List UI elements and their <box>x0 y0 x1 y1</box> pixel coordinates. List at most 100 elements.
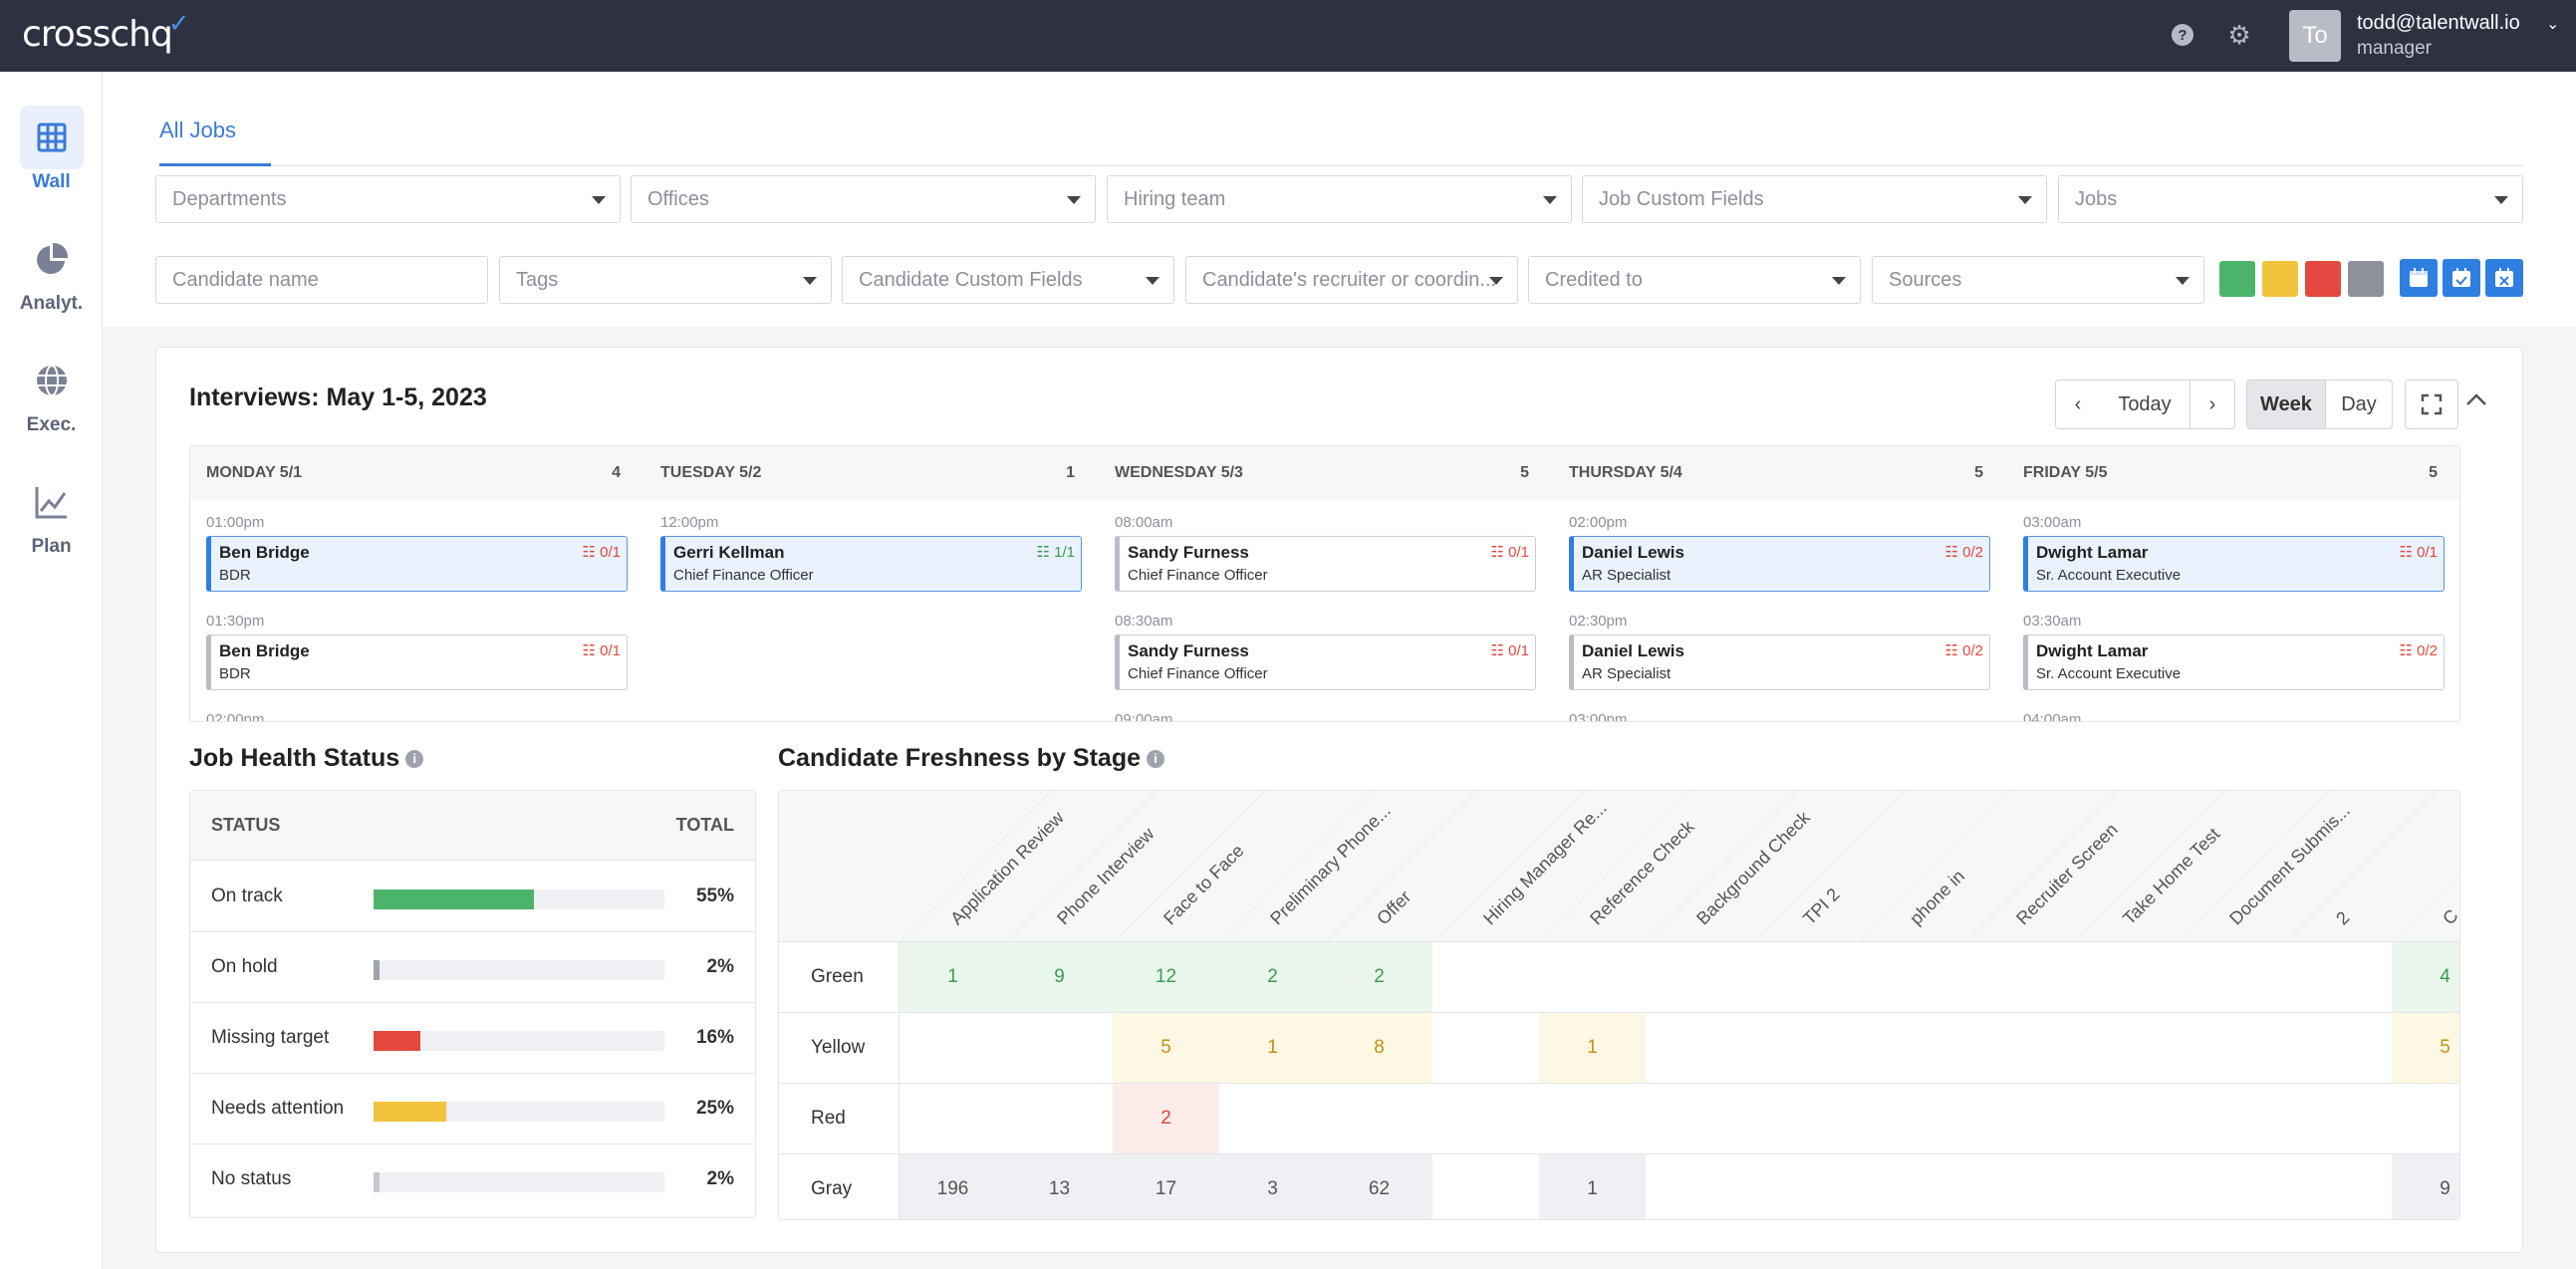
line-chart-icon <box>20 470 84 534</box>
freshness-cell[interactable]: 3 <box>1219 1154 1326 1219</box>
tags-select[interactable]: Tags <box>499 256 832 304</box>
week-view-button[interactable]: Week <box>2246 380 2326 429</box>
interview-event[interactable]: Ben Bridge BDR ☷ 0/1 <box>206 634 628 690</box>
info-icon[interactable]: i <box>1147 750 1165 769</box>
interview-event[interactable]: Dwight Lamar Sr. Account Executive ☷ 0/2 <box>2023 634 2445 690</box>
prev-week-button[interactable]: ‹ <box>2055 380 2101 429</box>
freshness-cell <box>900 1084 1006 1153</box>
nav-item-analytics[interactable]: Analyt. <box>0 227 103 315</box>
freshness-cell[interactable]: 5 <box>1113 1013 1219 1083</box>
checklist-icon: ☷ <box>2399 642 2418 659</box>
status-green-toggle[interactable] <box>2219 261 2255 297</box>
crosschq-logo[interactable]: crosschq✓ <box>22 9 190 55</box>
interview-event[interactable]: Ben Bridge BDR ☷ 0/1 <box>206 536 628 592</box>
health-status-label: On hold <box>211 956 278 977</box>
freshness-cell[interactable]: 1 <box>1219 1013 1326 1083</box>
chevron-down-icon[interactable]: ⌄ <box>2546 16 2560 33</box>
freshness-cell[interactable]: 196 <box>900 1154 1006 1219</box>
freshness-cell[interactable]: 12 <box>1113 942 1219 1012</box>
freshness-row: Yellow 5 1 8 1 5 <box>779 1013 2459 1084</box>
help-icon[interactable]: ? <box>2172 24 2193 46</box>
health-row[interactable]: On hold 2% <box>190 932 755 1003</box>
status-red-toggle[interactable] <box>2305 261 2341 297</box>
user-email[interactable]: todd@talentwall.io <box>2357 12 2520 34</box>
freshness-cell[interactable]: 1 <box>1539 1154 1646 1219</box>
freshness-cell[interactable]: 2 <box>1219 942 1326 1012</box>
freshness-cell[interactable]: 9 <box>2392 1154 2459 1219</box>
sources-select[interactable]: Sources <box>1872 256 2204 304</box>
nav-item-plan[interactable]: Plan <box>0 470 103 558</box>
jobs-select[interactable]: Jobs <box>2058 175 2523 223</box>
table-header: STATUS TOTAL <box>190 791 755 861</box>
credited-to-select[interactable]: Credited to <box>1528 256 1861 304</box>
health-percent: 2% <box>706 1168 734 1189</box>
health-row[interactable]: Needs attention 25% <box>190 1074 755 1144</box>
candidate-name-input[interactable]: Candidate name <box>155 256 488 304</box>
job-title: Chief Finance Officer <box>673 567 814 584</box>
freshness-cell[interactable]: 8 <box>1326 1013 1432 1083</box>
freshness-cell[interactable]: 9 <box>1006 942 1113 1012</box>
scorecard-badge: ☷ 0/1 <box>582 544 621 561</box>
info-icon[interactable]: i <box>405 750 424 769</box>
calendar-x-icon[interactable] <box>2485 259 2523 297</box>
interview-event[interactable]: Dwight Lamar Sr. Account Executive ☷ 0/1 <box>2023 536 2445 592</box>
slot-time: 01:30pm <box>206 613 265 630</box>
freshness-cell <box>1965 942 2072 1012</box>
freshness-cell[interactable]: 2 <box>1113 1084 1219 1153</box>
freshness-cell <box>900 1013 1006 1083</box>
interview-event[interactable]: Sandy Furness Chief Finance Officer ☷ 0/… <box>1115 536 1536 592</box>
health-row[interactable]: On track 55% <box>190 862 755 932</box>
interviews-title: Interviews: May 1-5, 2023 <box>189 383 487 411</box>
status-gray-toggle[interactable] <box>2348 261 2384 297</box>
candidate-name: Sandy Furness <box>1128 543 1249 562</box>
stage-label: Face to Face <box>1159 840 1248 929</box>
freshness-cell <box>2072 1084 2179 1153</box>
nav-item-exec[interactable]: Exec. <box>0 349 103 436</box>
tab-all-jobs[interactable]: All Jobs <box>159 118 237 142</box>
recruiter-coordinator-select[interactable]: Candidate's recruiter or coordin... <box>1185 256 1518 304</box>
freshness-cell[interactable]: 62 <box>1326 1154 1432 1219</box>
hiring-team-select[interactable]: Hiring team <box>1107 175 1572 223</box>
candidate-custom-fields-select[interactable]: Candidate Custom Fields <box>842 256 1174 304</box>
calendar-icon[interactable] <box>2400 259 2438 297</box>
job-title: BDR <box>219 665 251 682</box>
day-column: FRIDAY 5/5 5 03:00am Dwight Lamar Sr. Ac… <box>2007 446 2459 721</box>
health-row[interactable]: Missing target 16% <box>190 1003 755 1074</box>
day-count: 1 <box>1066 464 1075 481</box>
job-custom-fields-select[interactable]: Job Custom Fields <box>1582 175 2047 223</box>
slot-time: 03:00am <box>2023 514 2082 531</box>
scorecard-badge: ☷ 0/1 <box>1490 642 1529 659</box>
day-view-button[interactable]: Day <box>2325 380 2393 429</box>
freshness-cell[interactable]: 5 <box>2392 1013 2459 1083</box>
freshness-cell[interactable]: 1 <box>900 942 1006 1012</box>
interview-event[interactable]: Daniel Lewis AR Specialist ☷ 0/2 <box>1569 536 1990 592</box>
freshness-row: Red 2 <box>779 1084 2459 1154</box>
scorecard-badge: ☷ 0/1 <box>2399 544 2438 561</box>
next-week-button[interactable]: › <box>2190 380 2235 429</box>
status-yellow-toggle[interactable] <box>2262 261 2298 297</box>
gear-icon[interactable]: ⚙ <box>2227 19 2251 50</box>
caret-down-icon <box>2494 196 2508 204</box>
today-button[interactable]: Today <box>2100 380 2190 429</box>
health-row[interactable]: No status 2% <box>190 1144 755 1215</box>
freshness-cell[interactable]: 17 <box>1113 1154 1219 1219</box>
caret-down-icon <box>803 277 817 285</box>
interview-event[interactable]: Sandy Furness Chief Finance Officer ☷ 0/… <box>1115 634 1536 690</box>
freshness-cell[interactable]: 2 <box>1326 942 1432 1012</box>
offices-select[interactable]: Offices <box>631 175 1096 223</box>
interview-event[interactable]: Daniel Lewis AR Specialist ☷ 0/2 <box>1569 634 1990 690</box>
dashboard-card: Interviews: May 1-5, 2023 ‹ Today › Week… <box>155 347 2523 1253</box>
day-column: WEDNESDAY 5/3 5 08:00am Sandy Furness Ch… <box>1099 446 1553 721</box>
freshness-cell[interactable]: 13 <box>1006 1154 1113 1219</box>
stage-label: Phone Interview <box>1053 823 1159 929</box>
chevron-up-icon[interactable] <box>2465 385 2487 413</box>
freshness-cell[interactable]: 4 <box>2392 942 2459 1012</box>
freshness-cell[interactable]: 1 <box>1539 1013 1646 1083</box>
interview-event[interactable]: Gerri Kellman Chief Finance Officer ☷ 1/… <box>660 536 1082 592</box>
fullscreen-icon[interactable] <box>2405 380 2458 429</box>
departments-select[interactable]: Departments <box>155 175 621 223</box>
stage-label: 2 <box>2332 907 2354 929</box>
avatar[interactable]: To <box>2289 10 2341 62</box>
calendar-check-icon[interactable] <box>2443 259 2480 297</box>
nav-item-wall[interactable]: Wall <box>0 106 103 193</box>
